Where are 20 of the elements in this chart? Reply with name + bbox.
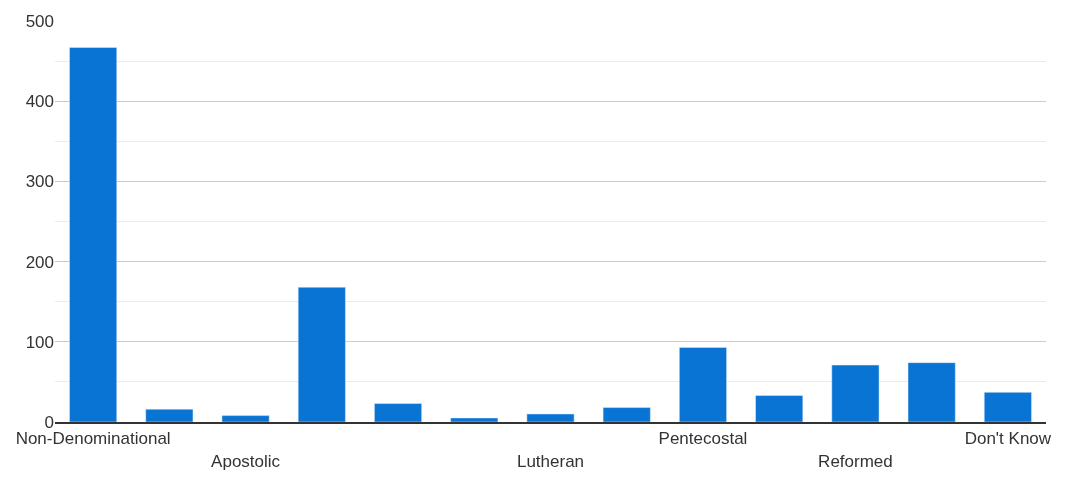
bar (984, 392, 1032, 422)
bar (145, 408, 194, 422)
y-tick-label: 500 (25, 11, 54, 31)
bar (450, 417, 499, 422)
bar (374, 403, 422, 422)
x-tick-label: Reformed (818, 451, 893, 471)
y-tick-label: 400 (25, 92, 54, 112)
x-tick-label: Apostolic (211, 451, 281, 471)
y-tick-label: 0 (44, 412, 54, 432)
y-tick-label: 100 (25, 332, 54, 352)
y-tick-label: 300 (25, 172, 54, 192)
bar (755, 395, 804, 422)
y-tick-label: 200 (25, 252, 54, 272)
x-tick-label: Pentecostal (658, 429, 748, 449)
bar (221, 415, 270, 422)
x-tick-label: Lutheran (516, 451, 585, 471)
x-tick-label: Non-Denominational (15, 429, 171, 449)
bar (526, 413, 575, 422)
bar (602, 407, 651, 422)
x-tick-label: Don't Know (964, 429, 1052, 449)
